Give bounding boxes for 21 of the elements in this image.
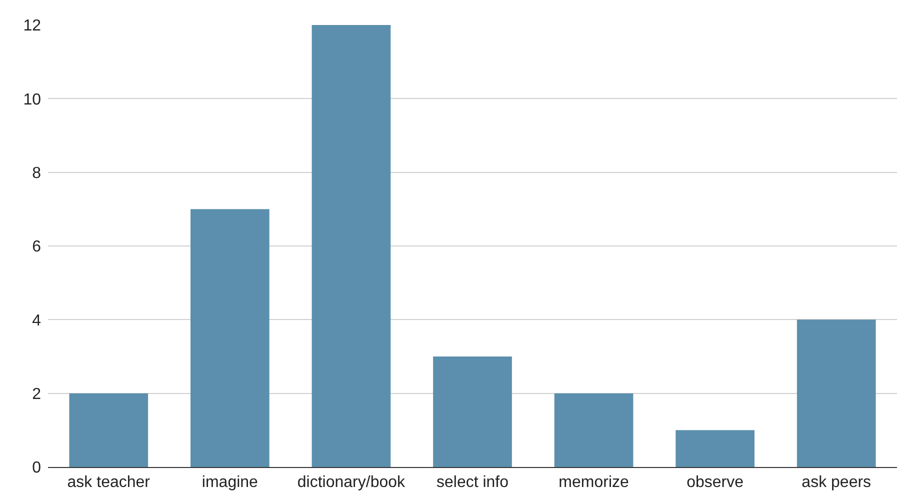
x-tick-label: memorize bbox=[558, 474, 630, 492]
bar bbox=[676, 430, 754, 467]
y-tick-label: 4 bbox=[32, 312, 42, 330]
bar bbox=[190, 209, 270, 467]
x-tick-label: ask teacher bbox=[67, 474, 151, 492]
bar bbox=[554, 393, 634, 467]
x-tick-label: imagine bbox=[202, 474, 258, 492]
y-tick-label: 6 bbox=[32, 238, 42, 256]
x-tick-label: select info bbox=[436, 474, 509, 492]
y-tick-label: 0 bbox=[32, 460, 42, 477]
y-tick-label: 2 bbox=[32, 386, 42, 403]
x-tick-label: observe bbox=[686, 474, 744, 492]
x-tick-label: ask peers bbox=[802, 474, 872, 492]
bar bbox=[69, 393, 148, 467]
bar bbox=[796, 320, 876, 467]
x-tick-label: dictionary/book bbox=[297, 474, 406, 492]
bar bbox=[312, 25, 391, 467]
y-tick-label: 12 bbox=[23, 18, 42, 35]
y-tick-label: 8 bbox=[32, 164, 42, 182]
y-tick-label: 10 bbox=[23, 91, 42, 108]
bar bbox=[433, 356, 512, 467]
